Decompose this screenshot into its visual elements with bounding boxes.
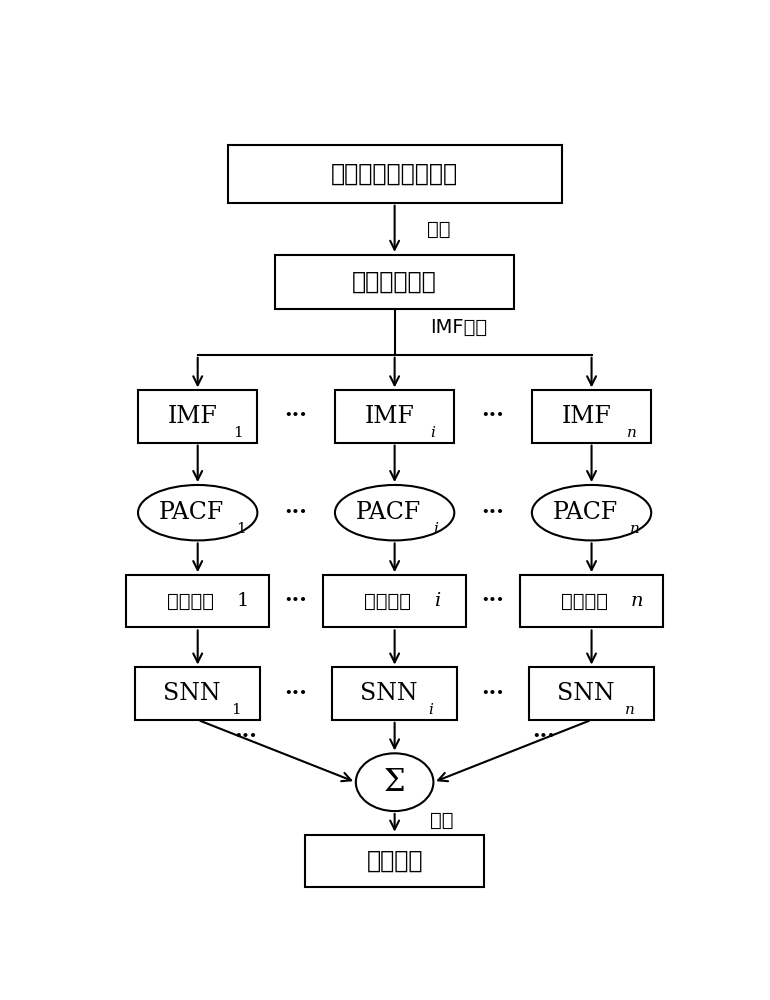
Text: n: n xyxy=(628,426,638,440)
Bar xyxy=(305,835,484,887)
Bar xyxy=(135,667,260,720)
Text: PACF: PACF xyxy=(159,501,224,524)
Text: 1: 1 xyxy=(237,592,249,610)
Bar xyxy=(228,145,562,203)
Text: ···: ··· xyxy=(482,683,504,705)
Ellipse shape xyxy=(335,485,454,540)
Bar xyxy=(335,390,454,443)
Text: 输入变量: 输入变量 xyxy=(167,592,214,611)
Text: IMF: IMF xyxy=(365,405,415,428)
Text: 输入变量: 输入变量 xyxy=(561,592,608,611)
Text: n: n xyxy=(631,592,644,610)
Text: 1: 1 xyxy=(233,426,243,440)
Text: ···: ··· xyxy=(285,502,307,524)
Text: ···: ··· xyxy=(482,405,504,427)
Text: PACF: PACF xyxy=(553,501,618,524)
Text: 原始碳排放价格数据: 原始碳排放价格数据 xyxy=(331,162,458,186)
Text: 1: 1 xyxy=(236,522,246,536)
Bar xyxy=(332,667,457,720)
Text: SNN: SNN xyxy=(360,682,417,705)
Bar xyxy=(520,575,663,627)
Text: IMF分量: IMF分量 xyxy=(430,318,487,337)
Text: 输入: 输入 xyxy=(427,220,451,239)
Text: 变分模态分解: 变分模态分解 xyxy=(352,270,437,294)
Text: ···: ··· xyxy=(532,726,555,748)
Text: i: i xyxy=(434,592,440,610)
Bar xyxy=(532,390,651,443)
Text: ···: ··· xyxy=(285,405,307,427)
Text: ···: ··· xyxy=(482,502,504,524)
Bar xyxy=(529,667,654,720)
Text: ···: ··· xyxy=(285,683,307,705)
Bar xyxy=(323,575,467,627)
Text: ···: ··· xyxy=(234,726,257,748)
Text: n: n xyxy=(625,703,634,717)
Text: IMF: IMF xyxy=(562,405,611,428)
Text: 预测结果: 预测结果 xyxy=(367,849,423,873)
Text: IMF: IMF xyxy=(168,405,218,428)
Text: i: i xyxy=(430,426,435,440)
Text: n: n xyxy=(630,522,640,536)
Bar xyxy=(138,390,257,443)
Text: PACF: PACF xyxy=(356,501,421,524)
Text: 1: 1 xyxy=(231,703,241,717)
Text: Σ: Σ xyxy=(384,767,405,798)
Text: i: i xyxy=(433,522,437,536)
Text: ···: ··· xyxy=(285,590,307,612)
Text: 输入变量: 输入变量 xyxy=(364,592,411,611)
Bar xyxy=(276,255,514,309)
Ellipse shape xyxy=(532,485,651,540)
Ellipse shape xyxy=(356,753,434,811)
Text: i: i xyxy=(428,703,433,717)
Text: SNN: SNN xyxy=(163,682,220,705)
Text: 输出: 输出 xyxy=(430,811,454,830)
Text: ···: ··· xyxy=(482,590,504,612)
Text: SNN: SNN xyxy=(557,682,614,705)
Ellipse shape xyxy=(138,485,257,540)
Bar xyxy=(126,575,270,627)
